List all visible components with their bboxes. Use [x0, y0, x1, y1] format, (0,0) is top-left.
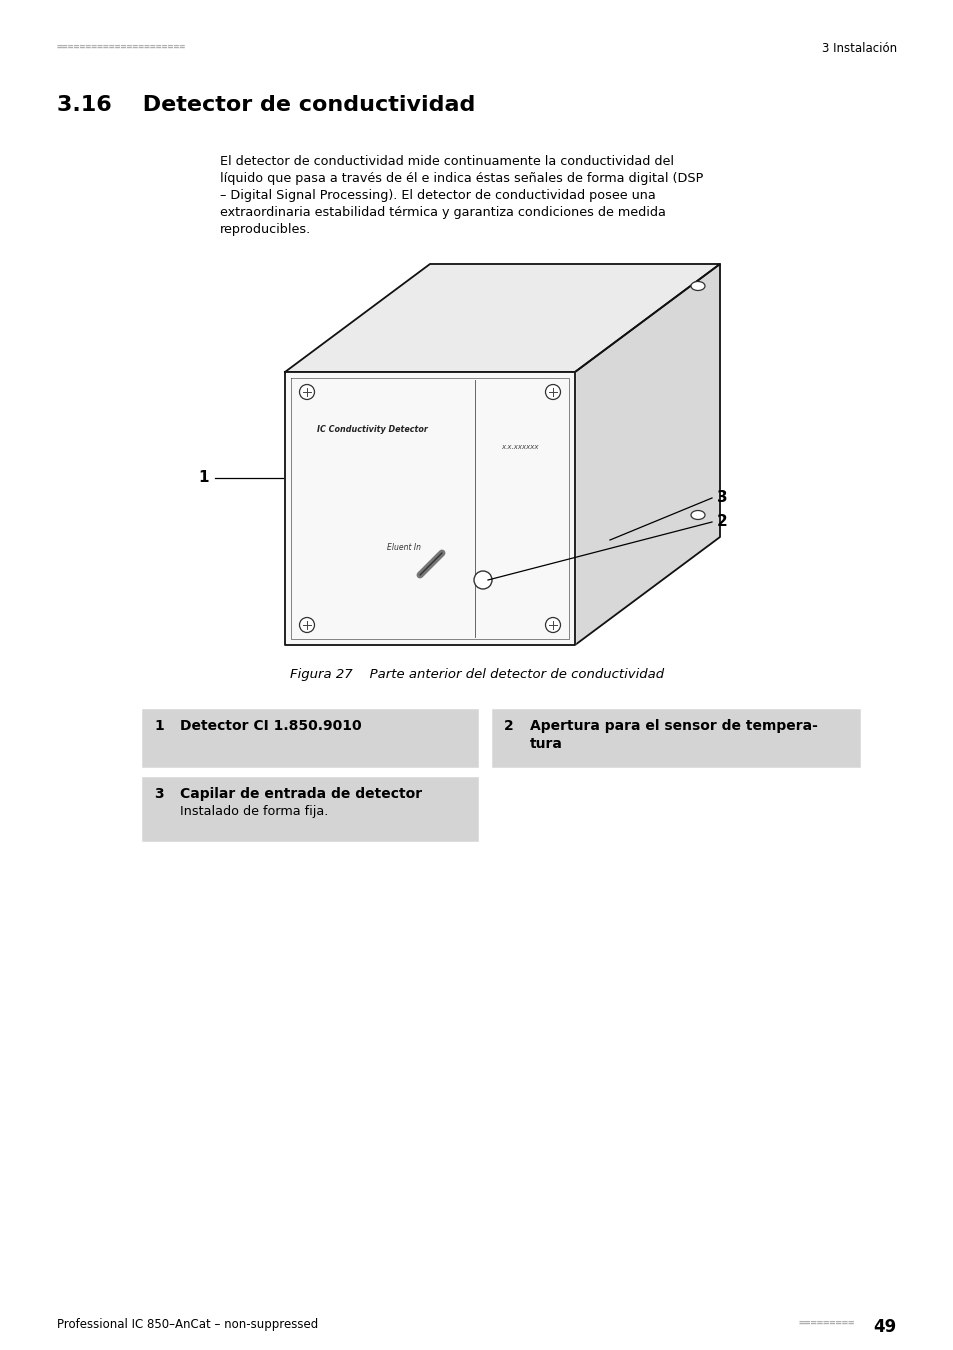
Text: 2: 2	[503, 720, 514, 733]
Text: Professional IC 850–AnCat – non-suppressed: Professional IC 850–AnCat – non-suppress…	[57, 1318, 318, 1331]
Text: El detector de conductividad mide continuamente la conductividad del: El detector de conductividad mide contin…	[220, 155, 673, 167]
Text: 3: 3	[717, 490, 727, 505]
Text: extraordinaria estabilidad térmica y garantiza condiciones de medida: extraordinaria estabilidad térmica y gar…	[220, 207, 665, 219]
Circle shape	[545, 617, 560, 633]
Text: Detector CI 1.850.9010: Detector CI 1.850.9010	[180, 720, 361, 733]
Text: Capilar de entrada de detector: Capilar de entrada de detector	[180, 787, 421, 801]
Text: Eluent In: Eluent In	[387, 544, 420, 552]
Text: 3 Instalación: 3 Instalación	[821, 42, 896, 55]
FancyBboxPatch shape	[140, 775, 479, 842]
Circle shape	[545, 385, 560, 400]
Circle shape	[299, 617, 314, 633]
Polygon shape	[575, 265, 720, 645]
Text: 2: 2	[717, 514, 727, 529]
Polygon shape	[285, 265, 720, 373]
Text: reproducibles.: reproducibles.	[220, 223, 311, 236]
Text: tura: tura	[530, 737, 562, 751]
Text: 3: 3	[153, 787, 164, 801]
Text: x.x.xxxxxx: x.x.xxxxxx	[500, 444, 538, 450]
Circle shape	[474, 571, 492, 589]
FancyBboxPatch shape	[140, 707, 479, 769]
Text: Instalado de forma fija.: Instalado de forma fija.	[180, 805, 328, 818]
Text: 1: 1	[198, 471, 209, 486]
Text: 3.16    Detector de conductividad: 3.16 Detector de conductividad	[57, 95, 475, 115]
Circle shape	[299, 385, 314, 400]
Text: 1: 1	[153, 720, 164, 733]
Text: IC Conductivity Detector: IC Conductivity Detector	[316, 425, 428, 435]
FancyBboxPatch shape	[490, 707, 862, 769]
Text: líquido que pasa a través de él e indica éstas señales de forma digital (DSP: líquido que pasa a través de él e indica…	[220, 171, 702, 185]
Text: ======================: ======================	[57, 42, 186, 53]
Text: =========: =========	[798, 1318, 854, 1328]
Polygon shape	[285, 373, 575, 645]
Ellipse shape	[690, 510, 704, 520]
Text: Apertura para el sensor de tempera-: Apertura para el sensor de tempera-	[530, 720, 817, 733]
Ellipse shape	[690, 282, 704, 290]
Text: Figura 27    Parte anterior del detector de conductividad: Figura 27 Parte anterior del detector de…	[290, 668, 663, 680]
Text: 49: 49	[873, 1318, 896, 1336]
Text: – Digital Signal Processing). El detector de conductividad posee una: – Digital Signal Processing). El detecto…	[220, 189, 655, 202]
